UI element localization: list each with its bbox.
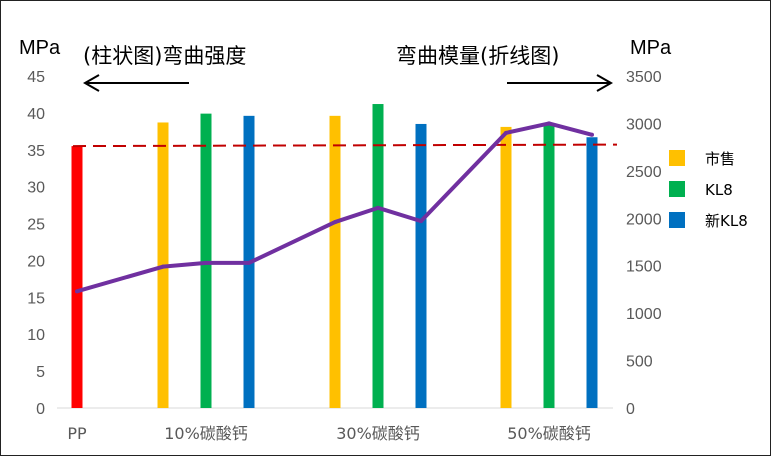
reference-dashed-line [72, 143, 618, 148]
left-axis-unit: MPa [19, 37, 61, 59]
bar-50%碳酸钙-市售 [500, 126, 512, 408]
modulus-line-point [376, 205, 380, 210]
bar-30%碳酸钙-新KL8 [415, 123, 427, 408]
left-arrow-head [82, 74, 100, 92]
left-tick-label: 40 [27, 106, 45, 123]
modulus-line-point [547, 121, 551, 126]
bar-50%碳酸钙-KL8 [543, 123, 555, 409]
bar-annotation: (柱状图)弯曲强度 [83, 44, 246, 68]
left-tick-label: 30 [27, 180, 45, 197]
right-tick-label: 2000 [626, 211, 662, 228]
modulus-line-point [161, 264, 165, 269]
legend-label: KL8 [705, 181, 733, 199]
left-tick-label: 15 [27, 290, 45, 307]
right-axis: 0 500 1000 1500 2000 2500 3000 3500 [626, 69, 662, 418]
left-tick-label: 25 [27, 217, 45, 234]
modulus-line-point [504, 130, 508, 135]
right-tick-label: 2500 [626, 164, 662, 181]
left-tick-label: 20 [27, 253, 45, 270]
modulus-line-point [247, 260, 251, 265]
modulus-line [75, 121, 594, 294]
legend-label: 新KL8 [705, 212, 748, 230]
category-label: 10%碳酸钙 [164, 424, 248, 443]
modulus-line-point [75, 289, 79, 294]
modulus-line-point [204, 260, 208, 265]
modulus-line-point [419, 219, 423, 224]
legend-swatch [669, 150, 685, 166]
right-arrow-head [596, 74, 614, 92]
category-label: PP [67, 424, 87, 443]
bar-PP-PP [71, 146, 83, 409]
left-axis: 0 5 10 15 20 25 30 35 40 45 [27, 69, 45, 418]
right-tick-label: 1500 [626, 259, 662, 276]
bar-30%碳酸钙-市售 [329, 115, 341, 408]
right-axis-unit: MPa [630, 37, 672, 59]
right-tick-label: 0 [626, 401, 635, 418]
legend: 市售 KL8 新KL8 [669, 150, 748, 230]
category-labels: PP 10%碳酸钙 30%碳酸钙 50%碳酸钙 [67, 424, 590, 443]
right-tick-label: 3500 [626, 69, 662, 86]
bar-10%碳酸钙-KL8 [200, 113, 212, 409]
category-label: 30%碳酸钙 [336, 424, 420, 443]
right-tick-label: 500 [626, 354, 653, 371]
line-annotation: 弯曲模量(折线图) [396, 44, 559, 68]
legend-swatch [669, 212, 685, 228]
modulus-line-point [333, 220, 337, 225]
left-tick-label: 45 [27, 69, 45, 86]
legend-label: 市售 [705, 150, 735, 168]
category-label: 50%碳酸钙 [507, 424, 591, 443]
left-tick-label: 35 [27, 143, 45, 160]
bar-50%碳酸钙-新KL8 [586, 137, 598, 409]
left-tick-label: 5 [36, 364, 45, 381]
left-tick-label: 10 [27, 327, 45, 344]
modulus-line-path [76, 121, 593, 294]
reference-line [72, 143, 618, 148]
annotation-arrows [82, 74, 614, 92]
bar-30%碳酸钙-KL8 [372, 104, 384, 408]
legend-swatch [669, 181, 685, 197]
modulus-line-point [590, 132, 594, 137]
right-tick-label: 3000 [626, 116, 662, 133]
right-tick-label: 1000 [626, 306, 662, 323]
bar-series [71, 104, 598, 409]
left-tick-label: 0 [36, 401, 45, 418]
